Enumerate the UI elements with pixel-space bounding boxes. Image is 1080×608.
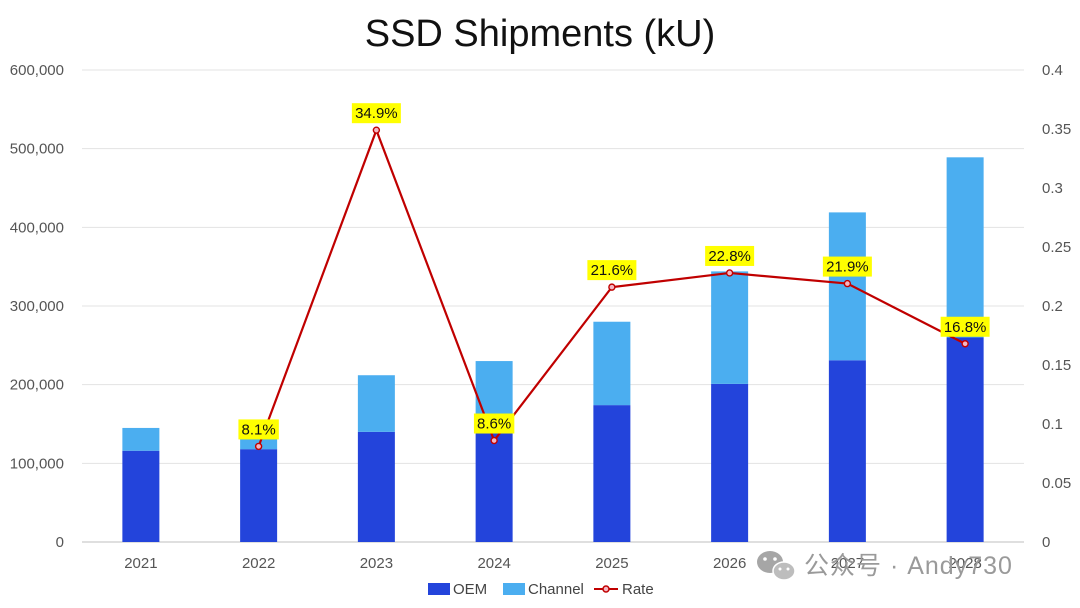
legend-rate-label: Rate <box>622 581 654 598</box>
bar-oem-2021 <box>122 450 160 542</box>
right-tick-label: 0 <box>1042 534 1050 551</box>
x-tick-label: 2024 <box>477 555 510 572</box>
rate-point-2027 <box>843 279 852 288</box>
legend-channel-swatch <box>503 583 525 595</box>
bar-channel-2026 <box>711 271 749 384</box>
bar-channel-2025 <box>593 321 631 406</box>
x-tick-label: 2023 <box>360 555 393 572</box>
rate-label-bg-2027 <box>822 256 872 277</box>
x-tick-label: 2028 <box>948 555 981 572</box>
rate-label-bg-2023 <box>351 103 401 124</box>
bar-oem-2022 <box>240 449 278 542</box>
legend-oem-label: OEM <box>453 581 487 598</box>
legend-rate-marker <box>602 585 610 593</box>
bar-oem-2025 <box>593 405 631 542</box>
x-tick-label: 2022 <box>242 555 275 572</box>
left-tick-label: 400,000 <box>10 219 64 236</box>
rate-line <box>254 126 969 451</box>
rate-point-2022 <box>254 442 263 451</box>
x-tick-label: 2025 <box>595 555 628 572</box>
bar-oem-2026 <box>711 383 749 542</box>
left-tick-label: 0 <box>56 534 64 551</box>
right-tick-label: 0.35 <box>1042 121 1071 138</box>
left-axis-ticks: 0 100,000 200,000 300,000 400,000 500,000 600,… <box>10 62 64 551</box>
rate-point-2025 <box>608 283 616 291</box>
bar-oem-2023 <box>357 431 395 542</box>
legend-oem-swatch <box>428 583 450 595</box>
rate-point-2026 <box>725 269 734 277</box>
right-tick-label: 0.3 <box>1042 180 1063 197</box>
rate-label-2026: 22.8% <box>708 248 751 265</box>
right-tick-label: 0.25 <box>1042 239 1071 256</box>
rate-labels: 8.1% 34.9% 8.6% 21.6% 22.8% 21.9% 16.8% <box>238 103 990 440</box>
legend: OEM Channel Rate <box>428 581 654 598</box>
rate-label-bg-2028 <box>940 316 990 337</box>
rate-point-2028 <box>961 340 969 348</box>
legend-channel-label: Channel <box>528 581 584 598</box>
x-tick-label: 2021 <box>124 555 157 572</box>
right-tick-label: 0.1 <box>1042 416 1063 433</box>
wechat-icon <box>757 551 796 581</box>
left-tick-label: 200,000 <box>10 377 64 394</box>
bar-channel-2023 <box>357 375 395 432</box>
rate-label-bg-2022 <box>238 419 279 440</box>
left-tick-label: 500,000 <box>10 141 64 158</box>
bar-channel-2021 <box>122 427 160 451</box>
right-axis-ticks: 0 0.05 0.1 0.15 0.2 0.25 0.3 0.35 0.4 <box>1042 62 1071 551</box>
rate-label-2025: 21.6% <box>591 262 634 279</box>
left-tick-label: 300,000 <box>10 298 64 315</box>
bar-oem-2024 <box>475 431 513 542</box>
rate-label-2027: 21.9% <box>826 259 869 276</box>
x-tick-label: 2027 <box>831 555 864 572</box>
bar-oem-2028 <box>946 337 984 542</box>
chart-title: SSD Shipments (kU) <box>365 13 716 55</box>
bar-channel-2028 <box>946 157 984 338</box>
rate-label-2024: 8.6% <box>477 416 511 433</box>
rate-label-2028: 16.8% <box>944 319 987 336</box>
right-tick-label: 0.05 <box>1042 475 1071 492</box>
left-tick-label: 600,000 <box>10 62 64 79</box>
rate-label-2023: 34.9% <box>355 105 398 122</box>
rate-point-2024 <box>490 436 498 445</box>
watermark: 公众号 · Andy730 <box>757 551 1013 581</box>
gridlines <box>82 69 1024 543</box>
rate-label-2022: 8.1% <box>242 421 276 438</box>
watermark-text: 公众号 · Andy730 <box>804 552 1013 580</box>
right-tick-label: 0.2 <box>1042 298 1063 315</box>
rate-label-bg-2026 <box>705 245 755 266</box>
bars <box>122 157 984 542</box>
x-axis-ticks: 2021 2022 2023 2024 2025 2026 2027 2028 <box>124 555 982 572</box>
rate-label-bg-2024 <box>473 413 515 434</box>
x-tick-label: 2026 <box>713 555 746 572</box>
bar-oem-2027 <box>828 360 866 542</box>
left-tick-label: 100,000 <box>10 455 64 472</box>
rate-point-2023 <box>372 126 381 134</box>
right-tick-label: 0.4 <box>1042 62 1063 79</box>
right-tick-label: 0.15 <box>1042 357 1071 374</box>
rate-label-bg-2025 <box>587 260 637 281</box>
